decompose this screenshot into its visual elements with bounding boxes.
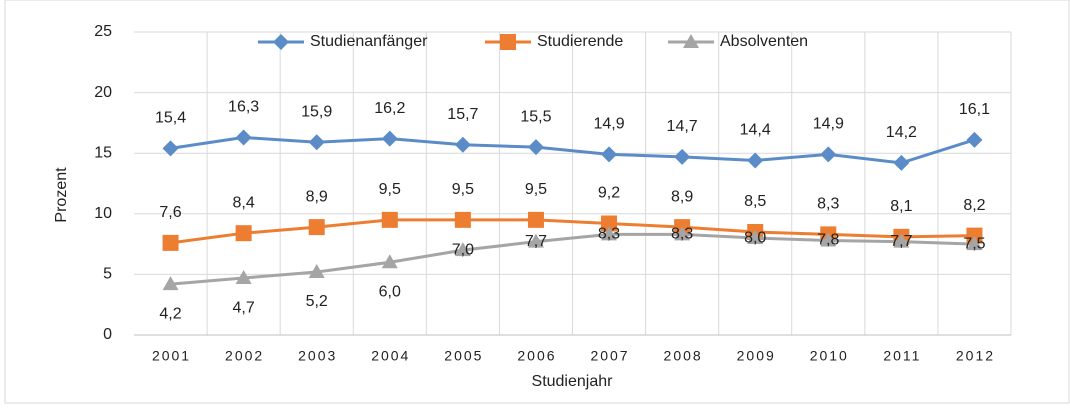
y-tick-label: 25 (94, 23, 112, 40)
y-axis-label: Prozent (53, 167, 70, 223)
data-label: 7,0 (452, 241, 474, 258)
data-label: 4,7 (233, 299, 255, 316)
data-label: 8,0 (744, 229, 766, 246)
data-point (601, 215, 618, 232)
series-line (170, 135, 975, 165)
data-point (601, 146, 618, 163)
data-label: 14,7 (667, 118, 698, 135)
data-label: 14,9 (813, 116, 844, 133)
data-point (162, 276, 179, 291)
x-tick-label: 2006 (517, 348, 556, 364)
data-point (454, 242, 471, 257)
data-point (674, 226, 691, 241)
x-tick-label: 2009 (737, 348, 776, 364)
y-tick-label: 15 (94, 144, 112, 161)
x-tick-label: 2003 (298, 348, 337, 364)
data-point (308, 219, 325, 236)
legend-marker (500, 34, 516, 50)
x-tick-label: 2004 (371, 348, 410, 364)
data-label: 14,9 (593, 116, 624, 133)
x-tick-label: 2011 (883, 348, 921, 364)
data-point (454, 136, 471, 153)
series-line (170, 232, 975, 286)
data-point (893, 154, 910, 171)
legend-marker (273, 34, 289, 50)
legend-marker (683, 34, 699, 48)
data-label: 14,4 (740, 122, 771, 139)
data-label: 6,0 (379, 283, 401, 300)
data-label: 8,1 (890, 198, 912, 215)
data-point (162, 140, 179, 157)
data-point (966, 236, 983, 251)
y-tick-label: 0 (103, 326, 112, 343)
legend-label: Studierende (537, 33, 623, 50)
data-point (235, 225, 252, 242)
data-point (308, 134, 325, 151)
data-point (527, 211, 544, 228)
data-label: 8,3 (817, 196, 839, 213)
y-tick-label: 20 (94, 84, 112, 101)
data-label: 7,6 (159, 204, 181, 221)
data-point (893, 233, 910, 248)
x-tick-label: 2012 (956, 348, 995, 364)
data-label: 5,2 (306, 293, 328, 310)
data-point (381, 254, 398, 269)
y-tick-label: 10 (94, 205, 112, 222)
data-point (527, 139, 544, 156)
x-tick-label: 2010 (810, 348, 849, 364)
x-tick-label: 2007 (590, 348, 629, 364)
data-label: 8,9 (306, 188, 328, 205)
data-point (820, 232, 837, 247)
data-label: 16,1 (959, 101, 990, 118)
data-point (674, 148, 691, 165)
data-point (162, 234, 179, 251)
data-point (747, 230, 764, 245)
data-label: 8,3 (671, 226, 693, 243)
data-point (820, 146, 837, 163)
data-label: 8,3 (598, 226, 620, 243)
data-point (454, 211, 471, 228)
data-label: 9,5 (379, 181, 401, 198)
legend-label: Studienanfänger (310, 33, 428, 50)
data-point (235, 129, 252, 146)
data-point (527, 233, 544, 248)
x-tick-label: 2005 (444, 348, 483, 364)
data-label: 8,9 (671, 188, 693, 205)
x-tick-label: 2008 (664, 348, 703, 364)
legend-label: Absolventen (720, 33, 808, 50)
data-label: 16,2 (374, 100, 405, 117)
x-tick-label: 2002 (225, 348, 264, 364)
data-label: 15,9 (301, 104, 332, 121)
data-label: 7,7 (525, 233, 547, 250)
data-point (308, 263, 325, 278)
chart-frame (4, 0, 1070, 404)
data-label: 7,5 (963, 235, 985, 252)
data-label: 9,5 (525, 181, 547, 198)
data-label: 7,7 (890, 233, 912, 250)
data-label: 9,5 (452, 181, 474, 198)
y-tick-label: 5 (103, 266, 112, 283)
data-label: 15,7 (447, 106, 478, 123)
series-line (170, 218, 975, 245)
data-point (966, 227, 983, 244)
data-label: 8,5 (744, 193, 766, 210)
data-label: 15,5 (520, 108, 551, 125)
data-point (747, 152, 764, 169)
data-point (601, 226, 618, 241)
data-label: 4,2 (159, 305, 181, 322)
data-label: 14,2 (886, 124, 917, 141)
data-point (381, 130, 398, 147)
data-label: 7,8 (817, 232, 839, 249)
data-label: 9,2 (598, 185, 620, 202)
data-label: 8,4 (233, 194, 255, 211)
x-tick-label: 2001 (152, 348, 191, 364)
data-label: 15,4 (155, 110, 186, 127)
data-point (235, 270, 252, 285)
x-axis-label: Studienjahr (532, 373, 614, 390)
data-point (381, 211, 398, 228)
data-label: 16,3 (228, 99, 259, 116)
data-label: 8,2 (963, 197, 985, 214)
data-point (966, 131, 983, 148)
